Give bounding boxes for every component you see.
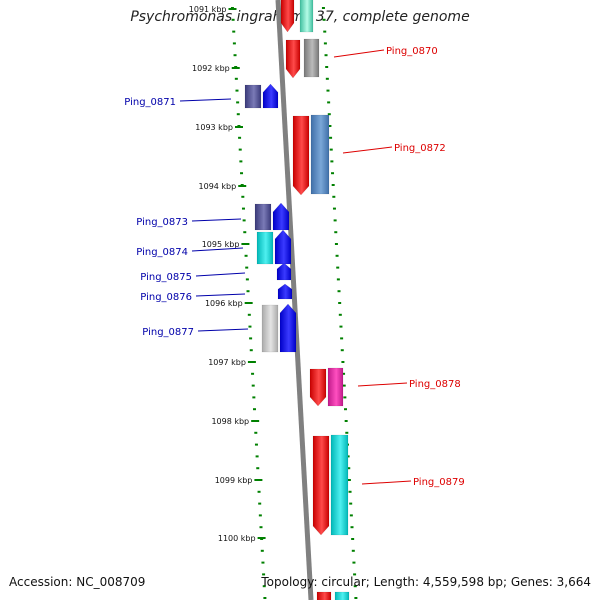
gene-leader-line <box>195 272 246 277</box>
scale-label: 1100 kbp <box>218 534 256 543</box>
gene-leader-line <box>342 146 393 154</box>
gene-arrow-forward <box>277 283 293 300</box>
gene-leader-line <box>191 247 244 252</box>
gene-feature-box <box>316 591 332 600</box>
gene-label-ping_0873[interactable]: Ping_0873 <box>136 217 188 228</box>
gene-label-ping_0877[interactable]: Ping_0877 <box>142 327 194 338</box>
gene-arrow-forward <box>279 303 297 353</box>
gene-arrow-reverse <box>309 368 327 407</box>
gene-label-ping_0878[interactable]: Ping_0878 <box>409 379 461 390</box>
gene-label-ping_0875[interactable]: Ping_0875 <box>140 272 192 283</box>
scale-label: 1098 kbp <box>211 417 249 426</box>
gene-feature-box <box>330 434 349 536</box>
scale-label: 1091 kbp <box>189 5 227 14</box>
scale-label: 1093 kbp <box>195 123 233 132</box>
gene-label-ping_0871[interactable]: Ping_0871 <box>124 97 176 108</box>
gene-leader-line <box>179 98 232 102</box>
right-scale-dashes <box>321 7 358 599</box>
gene-arrow-forward <box>262 83 279 109</box>
gene-label-ping_0872[interactable]: Ping_0872 <box>394 143 446 154</box>
gene-leader-line <box>357 382 408 387</box>
scale-label: 1099 kbp <box>215 476 253 485</box>
gene-arrow-reverse <box>280 0 295 33</box>
gene-feature-box <box>334 591 350 600</box>
gene-arrow-forward <box>276 262 292 281</box>
gene-feature-box <box>256 231 274 265</box>
gene-arrow-forward <box>272 202 290 231</box>
scale-label: 1097 kbp <box>208 358 246 367</box>
gene-label-ping_0879[interactable]: Ping_0879 <box>413 477 465 488</box>
gene-feature-box <box>310 114 330 195</box>
gene-leader-line <box>195 293 246 297</box>
scale-label: 1092 kbp <box>192 64 230 73</box>
gene-feature-box <box>299 0 314 33</box>
scale-label: 1094 kbp <box>199 182 237 191</box>
gene-leader-line <box>333 49 385 58</box>
gene-leader-line <box>361 480 412 485</box>
gene-feature-box <box>327 367 344 407</box>
gene-feature-box <box>261 304 279 353</box>
gene-leader-line <box>197 328 249 332</box>
backbone-line <box>275 0 314 600</box>
scale-label: 1095 kbp <box>202 240 240 249</box>
gene-label-ping_0876[interactable]: Ping_0876 <box>140 292 192 303</box>
accession-text: Accession: NC_008709 <box>9 575 146 589</box>
gene-arrow-reverse <box>312 435 330 536</box>
gene-leader-line <box>191 218 242 222</box>
gene-arrow-reverse <box>285 39 301 79</box>
gene-label-ping_0874[interactable]: Ping_0874 <box>136 247 188 258</box>
topology-text: Topology: circular; Length: 4,559,598 bp… <box>261 575 591 589</box>
gene-feature-box <box>244 84 262 109</box>
scale-label: 1096 kbp <box>205 299 243 308</box>
gene-arrow-reverse <box>292 115 310 196</box>
gene-label-ping_0870[interactable]: Ping_0870 <box>386 46 438 57</box>
gene-feature-box <box>303 38 320 78</box>
gene-feature-box <box>254 203 272 231</box>
